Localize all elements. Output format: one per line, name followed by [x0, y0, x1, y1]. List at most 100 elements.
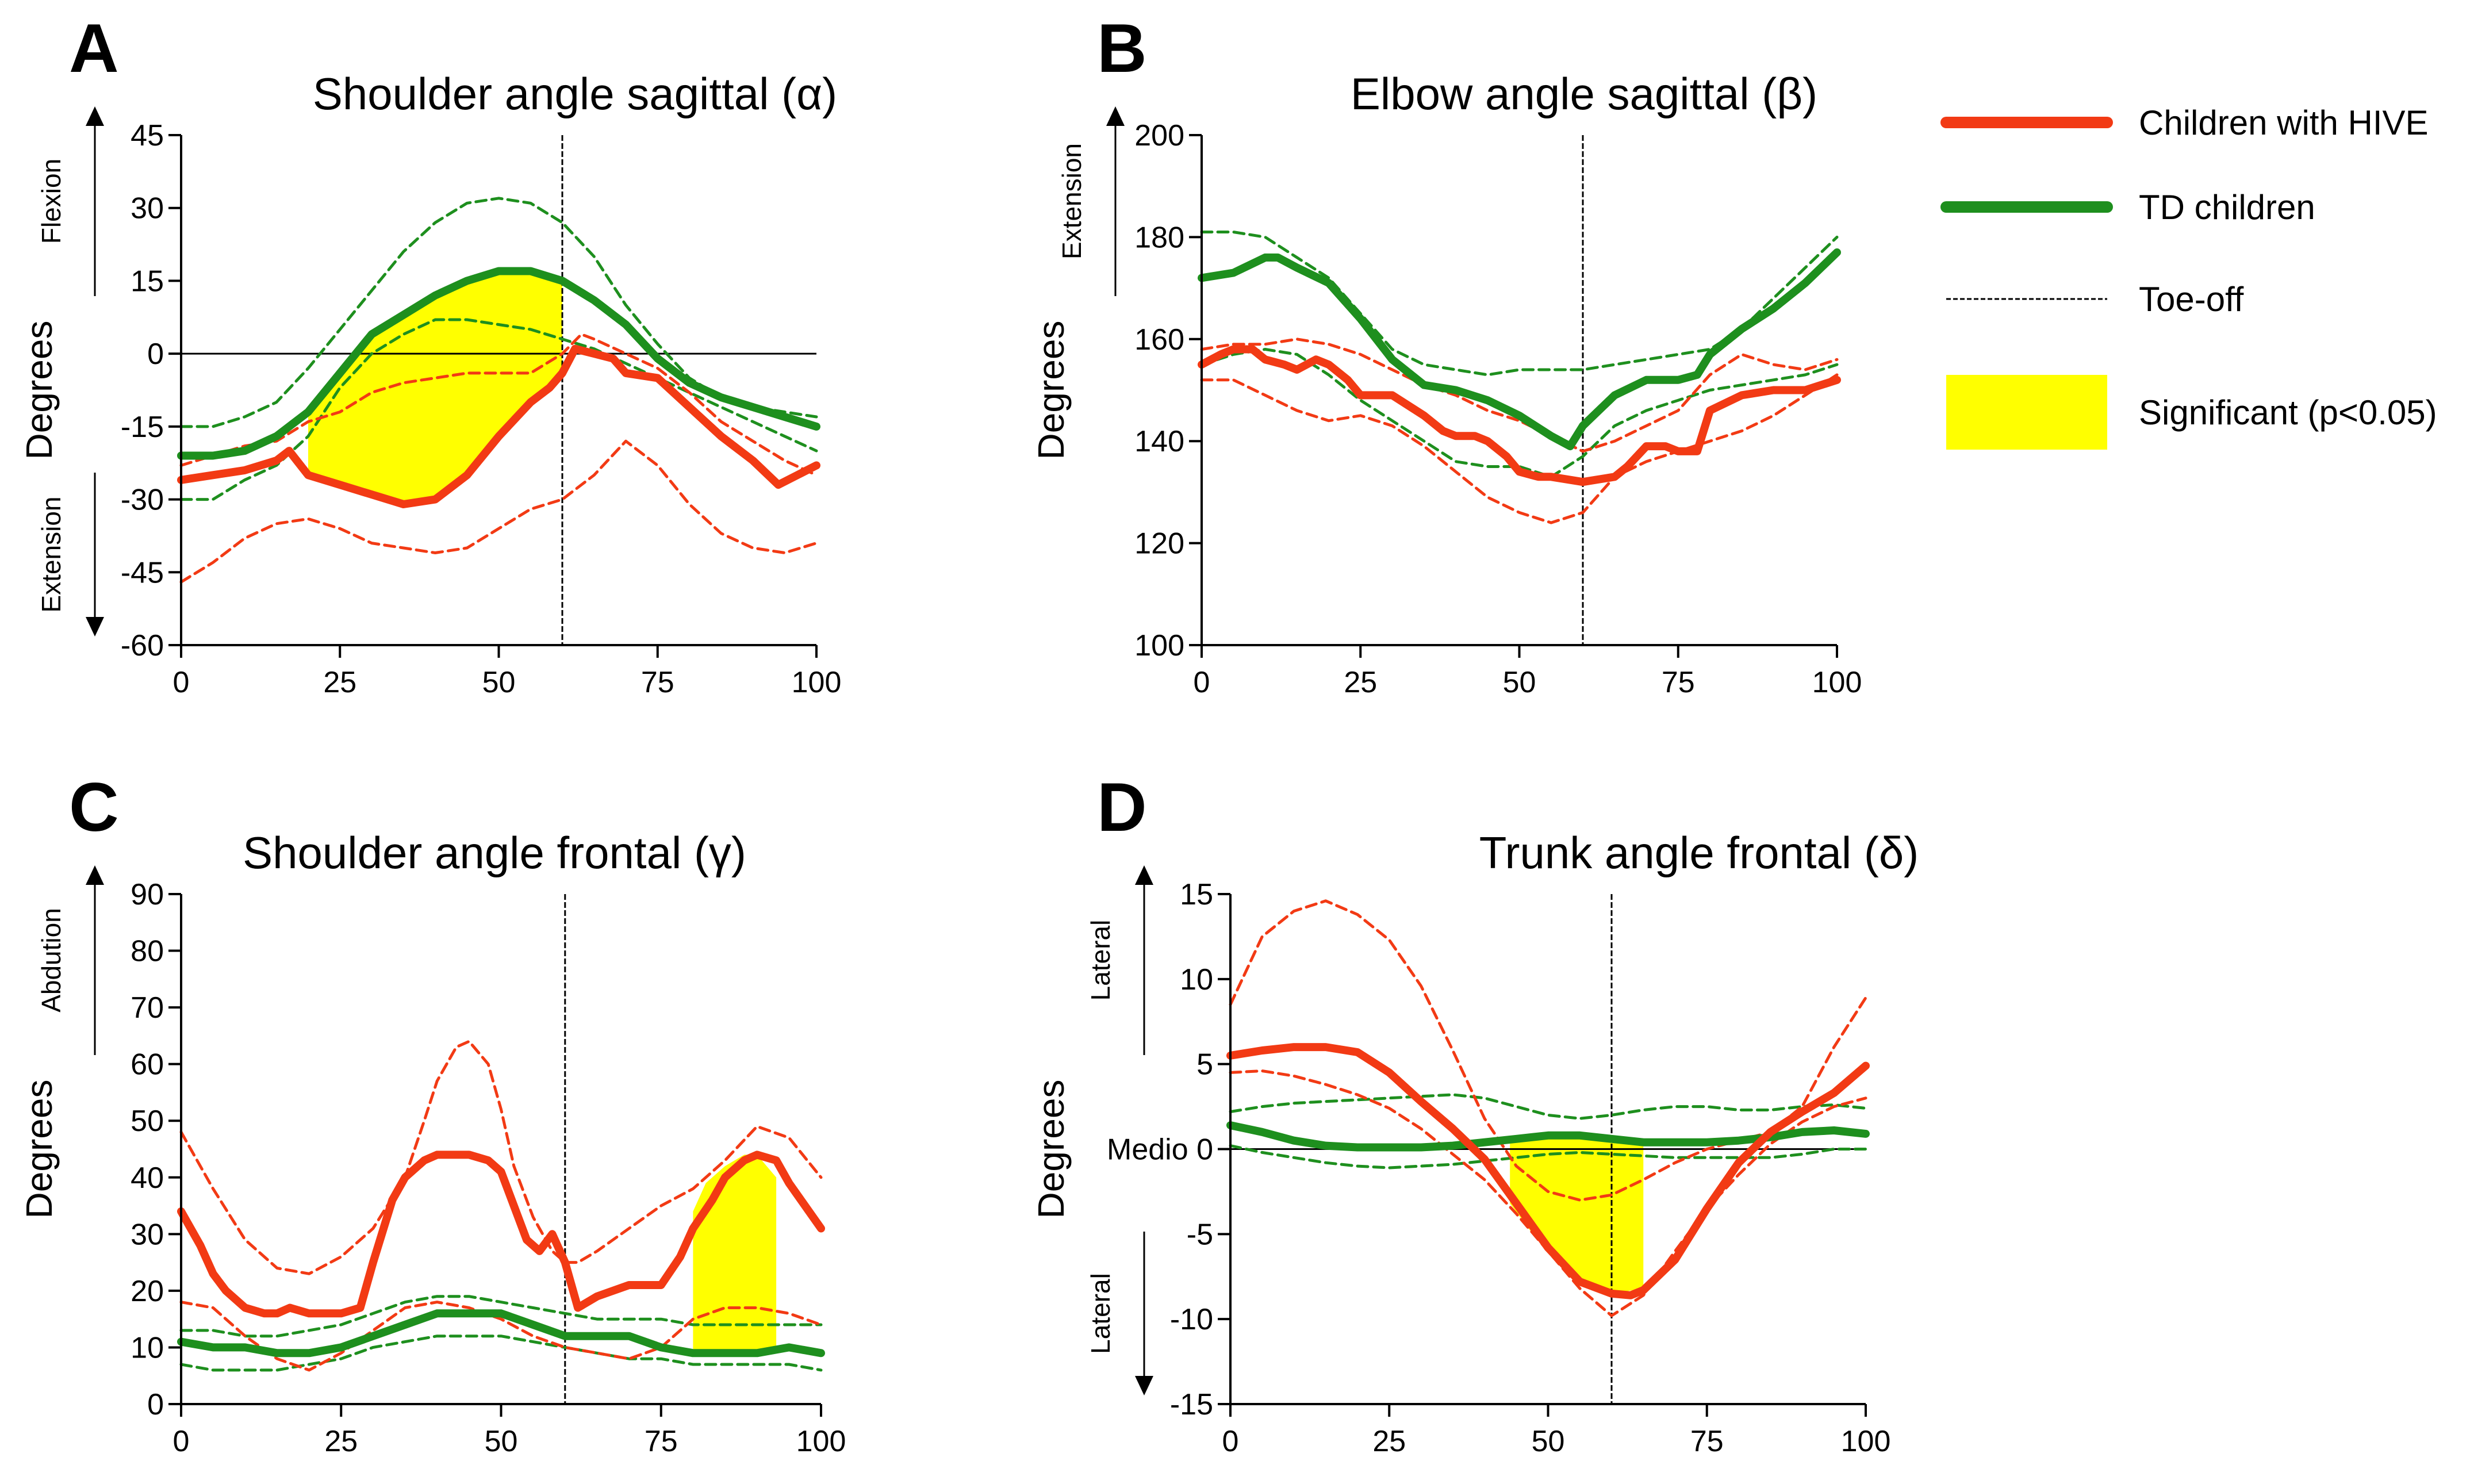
x-tick-label: 100: [792, 666, 842, 699]
y-tick-label: 90: [131, 878, 164, 911]
series-line-td-sd: [1229, 1144, 1867, 1169]
x-tick-label: 75: [1690, 1425, 1724, 1458]
series-line-hive-mean: [1198, 345, 1841, 486]
x-tick-label: 0: [173, 1425, 190, 1458]
y-tick-label: -15: [1170, 1388, 1213, 1421]
y-tick-label: -10: [1170, 1303, 1213, 1336]
y-tick-label: 10: [131, 1331, 164, 1364]
series-line-hive-mean: [1226, 1043, 1870, 1299]
chart-title: Shoulder angle sagittal (α): [313, 68, 837, 119]
y-tick-label: 70: [131, 991, 164, 1025]
y-tick-label: 5: [1196, 1048, 1213, 1082]
x-tick-label: 0: [1222, 1425, 1239, 1458]
y-axis-label: Degrees: [1030, 1080, 1072, 1219]
arrow-up-icon: [1106, 106, 1125, 126]
y-tick-label: 0: [147, 1388, 164, 1421]
direction-label-bottom: Lateral: [1086, 1273, 1115, 1354]
arrow-down-icon: [86, 617, 104, 636]
series-line-td-sd: [1229, 1093, 1867, 1120]
x-tick-label: 100: [1841, 1425, 1891, 1458]
chart-title: Trunk angle frontal (δ): [1479, 827, 1919, 878]
y-tick-label: 100: [1134, 629, 1184, 662]
series-line-td-sd: [179, 1295, 823, 1338]
legend-swatch-significant: [1946, 375, 2107, 450]
series-line-hive-sd: [1200, 373, 1839, 524]
series-line-td-mean: [1198, 248, 1841, 451]
arrow-down-icon: [1135, 1376, 1153, 1395]
legend-label-hive: Children with HIVE: [2139, 103, 2429, 142]
y-tick-label: 60: [131, 1048, 164, 1082]
x-tick-label: 50: [482, 666, 516, 699]
y-tick-label: 20: [131, 1275, 164, 1308]
series-line-hive-sd: [179, 332, 818, 477]
x-tick-label: 50: [1503, 666, 1536, 699]
series-line-hive-mean: [177, 1151, 825, 1318]
y-tick-label: -30: [121, 484, 164, 517]
x-tick-label: 0: [1194, 666, 1210, 699]
panel-b: B Elbow angle sagittal (β) 0 25 50 75 100 200 18…: [1030, 10, 1862, 699]
series-line-td-mean: [177, 1309, 825, 1358]
y-tick-label: 140: [1134, 425, 1184, 458]
x-tick-label: 100: [796, 1425, 846, 1458]
chart-title: Shoulder angle frontal (γ): [243, 827, 746, 878]
y-tick-label: 0: [147, 338, 164, 371]
y-tick-label: -15: [121, 411, 164, 444]
x-tick-label: 25: [324, 1425, 358, 1458]
series-line-td-sd: [179, 197, 818, 428]
series-line-hive-sd: [179, 439, 818, 584]
x-tick-label: 75: [645, 1425, 678, 1458]
legend: Children with HIVE TD children Toe-off Sign…: [1940, 103, 2437, 450]
arrow-up-icon: [1135, 865, 1153, 885]
x-tick-label: 25: [1344, 666, 1377, 699]
y-tick-label: 180: [1134, 221, 1184, 254]
series-line-hive-mean: [177, 344, 820, 508]
panel-letter: B: [1097, 10, 1147, 87]
y-tick-label: Medio 0: [1107, 1133, 1213, 1167]
y-axis-label: Degrees: [18, 321, 60, 460]
significant-region: [1510, 1135, 1644, 1294]
legend-label-toeoff: Toe-off: [2139, 280, 2244, 319]
x-tick-label: 100: [1812, 666, 1862, 699]
panel-letter: D: [1097, 769, 1147, 846]
direction-label-top: Abdution: [36, 908, 66, 1013]
y-tick-label: 80: [131, 935, 164, 968]
y-tick-label: 45: [131, 119, 164, 152]
y-tick-label: 30: [131, 192, 164, 225]
y-tick-label: -60: [121, 629, 164, 662]
direction-label-top: Flexion: [36, 159, 66, 244]
x-tick-label: 75: [1662, 666, 1695, 699]
x-tick-label: 0: [173, 666, 190, 699]
legend-label-significant: Significant (p<0.05): [2139, 393, 2437, 432]
arrow-up-icon: [86, 106, 104, 126]
y-tick-label: 120: [1134, 527, 1184, 561]
y-tick-label: 40: [131, 1161, 164, 1195]
series-line-hive-sd: [179, 1301, 823, 1372]
y-tick-label: 10: [1180, 963, 1213, 996]
x-tick-label: 25: [1372, 1425, 1406, 1458]
y-tick-label: 30: [131, 1218, 164, 1251]
chart-title: Elbow angle sagittal (β): [1351, 68, 1817, 119]
y-tick-label: -5: [1187, 1218, 1213, 1251]
series-line-td-sd: [179, 1335, 823, 1372]
panel-letter: A: [69, 10, 119, 87]
legend-label-td: TD children: [2139, 188, 2315, 227]
y-tick-label: 15: [131, 264, 164, 298]
direction-label-bottom: Extension: [36, 496, 66, 612]
y-axis-label: Degrees: [18, 1080, 60, 1219]
x-tick-label: 50: [485, 1425, 518, 1458]
arrow-up-icon: [86, 865, 104, 885]
panel-letter: C: [69, 769, 119, 846]
panel-a: A Shoulder angle sagittal (α) 0 25 50 75 100 45…: [18, 10, 841, 699]
series-line-hive-sd: [1200, 338, 1839, 453]
panel-d: D Trunk angle frontal (δ) 0 25 50 75 100 15 10 5 M…: [1030, 769, 1919, 1458]
y-tick-label: -45: [121, 556, 164, 589]
series-line-td-mean: [177, 267, 820, 460]
significant-region: [308, 271, 562, 505]
y-tick-label: 15: [1180, 878, 1213, 911]
y-axis-label: Degrees: [1030, 321, 1072, 460]
y-tick-label: 200: [1134, 119, 1184, 152]
x-tick-label: 50: [1532, 1425, 1565, 1458]
x-tick-label: 25: [323, 666, 356, 699]
